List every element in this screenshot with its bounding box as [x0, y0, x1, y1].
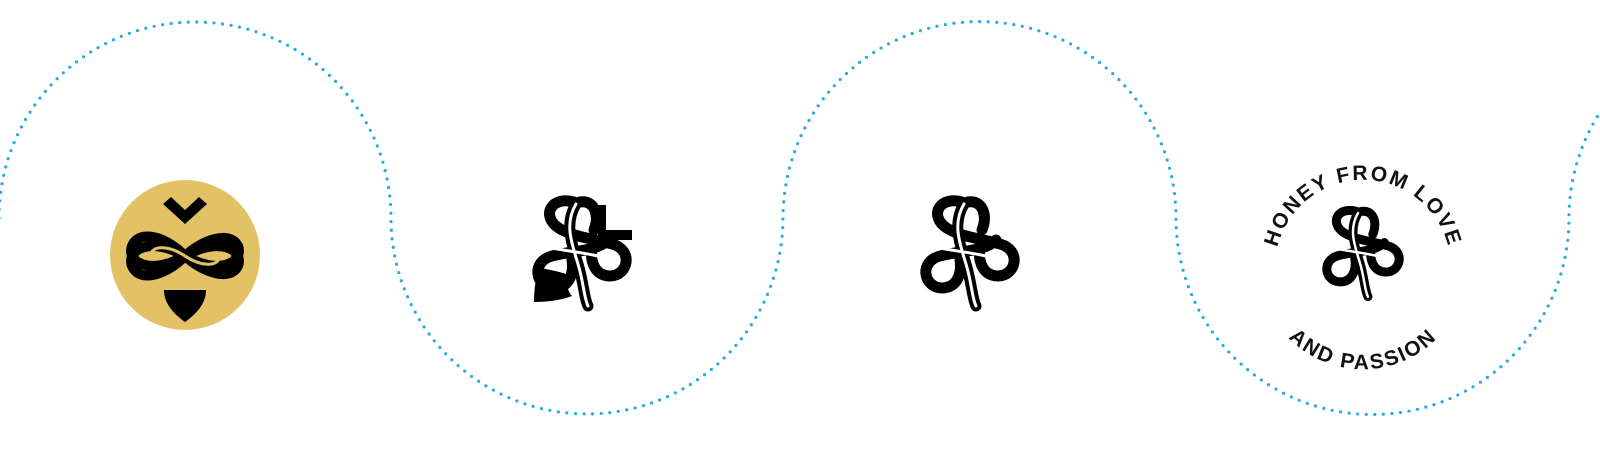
badge: HONEY FROM LOVE AND PASSION [1260, 162, 1464, 375]
badge-bottom-text: AND PASSION [1285, 324, 1441, 374]
logo-knot-with-bee [534, 201, 632, 306]
logo-knot [926, 201, 1014, 306]
logo-gold [110, 180, 260, 330]
badge-bottom-text-path: AND PASSION [1285, 324, 1439, 374]
dotted-wave [0, 19, 1600, 417]
